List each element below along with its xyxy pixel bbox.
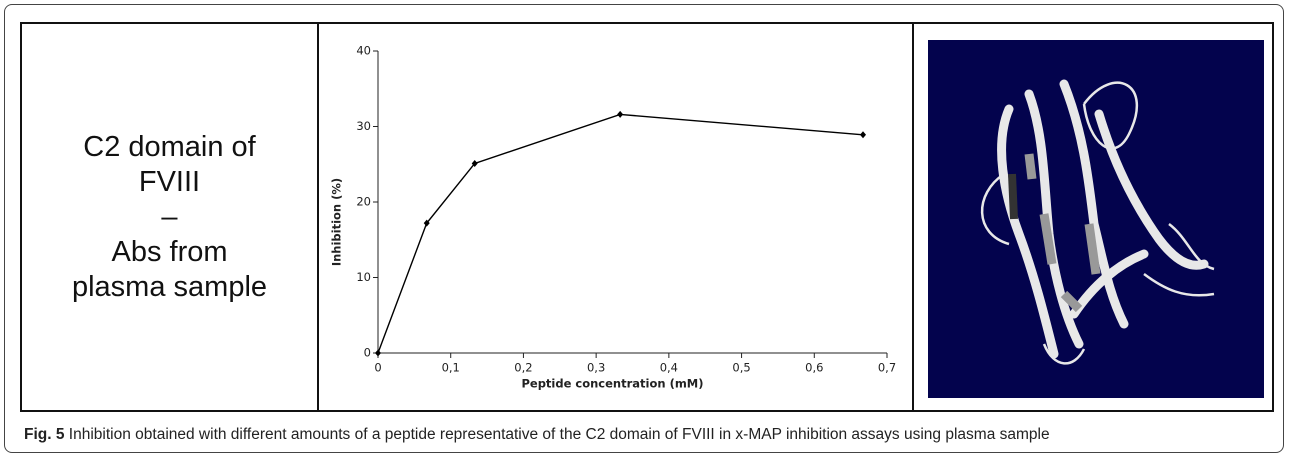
data-point: [617, 111, 623, 118]
x-axis-label: Peptide concentration (mM): [521, 377, 703, 391]
left-cell: C2 domain of FVIII – Abs from plasma sam…: [22, 24, 319, 410]
cell-text: C2 domain of: [83, 130, 256, 165]
x-tick-label: 0: [374, 361, 381, 375]
x-tick-label: 0,6: [805, 361, 823, 375]
cell-text: Abs from: [111, 235, 227, 270]
cell-text: –: [161, 200, 177, 235]
x-tick-label: 0,3: [587, 361, 605, 375]
data-point: [860, 131, 866, 138]
x-tick-label: 0,1: [442, 361, 460, 375]
y-tick-label: 0: [364, 346, 371, 360]
x-tick-label: 0,4: [660, 361, 678, 375]
y-axis-label: Inhibition (%): [330, 178, 344, 266]
y-tick-label: 10: [356, 270, 371, 284]
cell-text: FVIII: [139, 165, 200, 200]
y-tick-label: 30: [356, 119, 371, 133]
structure-cell: [914, 24, 1272, 410]
x-tick-label: 0,5: [732, 361, 750, 375]
data-point: [375, 350, 381, 357]
chart-cell: 0 10 20 30 40 0 0,1 0,2 0,3 0,4 0,5 0,6 0,7 Peptide c…: [319, 24, 914, 410]
x-tick-label: 0,7: [878, 361, 896, 375]
cell-text: plasma sample: [72, 270, 267, 305]
protein-structure: [914, 24, 1272, 410]
caption: Fig. 5 Inhibition obtained with differen…: [24, 426, 1050, 444]
caption-text: Inhibition obtained with different amoun…: [69, 426, 1050, 443]
figure-table: C2 domain of FVIII – Abs from plasma sam…: [20, 22, 1274, 412]
y-tick-label: 20: [356, 195, 371, 209]
highlight-dark: [1012, 174, 1014, 219]
page: {"left_cell": {"lines": ["C2 domain of",…: [0, 0, 1290, 457]
caption-label: Fig. 5: [24, 426, 64, 443]
x-tick-label: 0,2: [514, 361, 532, 375]
y-tick-label: 40: [356, 44, 371, 58]
data-line: [378, 114, 863, 353]
chart: 0 10 20 30 40 0 0,1 0,2 0,3 0,4 0,5 0,6 0,7 Peptide c…: [319, 24, 912, 410]
